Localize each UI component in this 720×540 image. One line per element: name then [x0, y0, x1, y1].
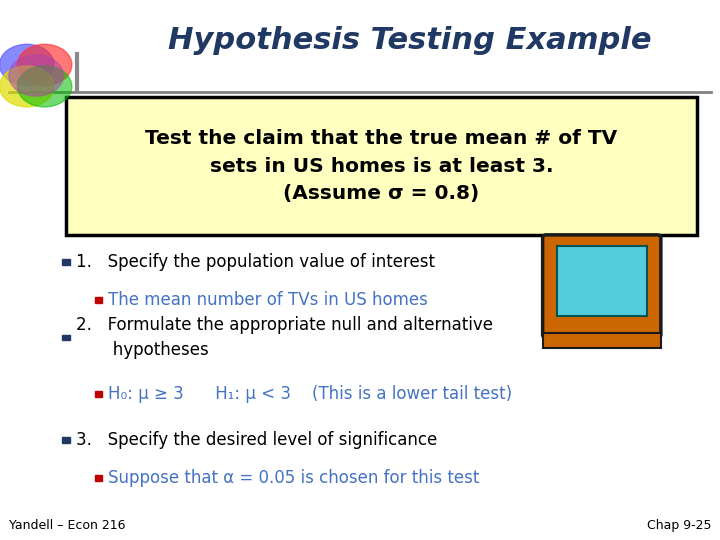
Circle shape: [9, 55, 63, 96]
Bar: [63, 437, 70, 443]
FancyBboxPatch shape: [543, 235, 661, 338]
Text: Test the claim that the true mean # of TV
sets in US homes is at least 3.
(Assum: Test the claim that the true mean # of T…: [145, 129, 618, 203]
Circle shape: [0, 66, 54, 107]
Text: Yandell – Econ 216: Yandell – Econ 216: [9, 519, 125, 532]
Text: 1.   Specify the population value of interest: 1. Specify the population value of inter…: [76, 253, 435, 271]
Circle shape: [17, 66, 72, 107]
FancyBboxPatch shape: [543, 333, 661, 348]
Circle shape: [17, 44, 72, 85]
Text: 3.   Specify the desired level of significance: 3. Specify the desired level of signific…: [76, 431, 437, 449]
Bar: [63, 335, 70, 340]
Text: The mean number of TVs in US homes: The mean number of TVs in US homes: [108, 291, 428, 309]
Text: H₀: μ ≥ 3      H₁: μ < 3    (This is a lower tail test): H₀: μ ≥ 3 H₁: μ < 3 (This is a lower tai…: [108, 385, 512, 403]
Text: Chap 9-25: Chap 9-25: [647, 519, 711, 532]
Text: 2.   Formulate the appropriate null and alternative
       hypotheses: 2. Formulate the appropriate null and al…: [76, 316, 492, 359]
Text: Suppose that α = 0.05 is chosen for this test: Suppose that α = 0.05 is chosen for this…: [108, 469, 480, 487]
Bar: [63, 259, 70, 265]
Bar: [94, 392, 102, 397]
FancyBboxPatch shape: [557, 246, 647, 316]
Text: Hypothesis Testing Example: Hypothesis Testing Example: [168, 26, 652, 55]
FancyBboxPatch shape: [66, 97, 697, 235]
Circle shape: [0, 44, 54, 85]
Bar: [94, 475, 102, 481]
Bar: [94, 297, 102, 302]
